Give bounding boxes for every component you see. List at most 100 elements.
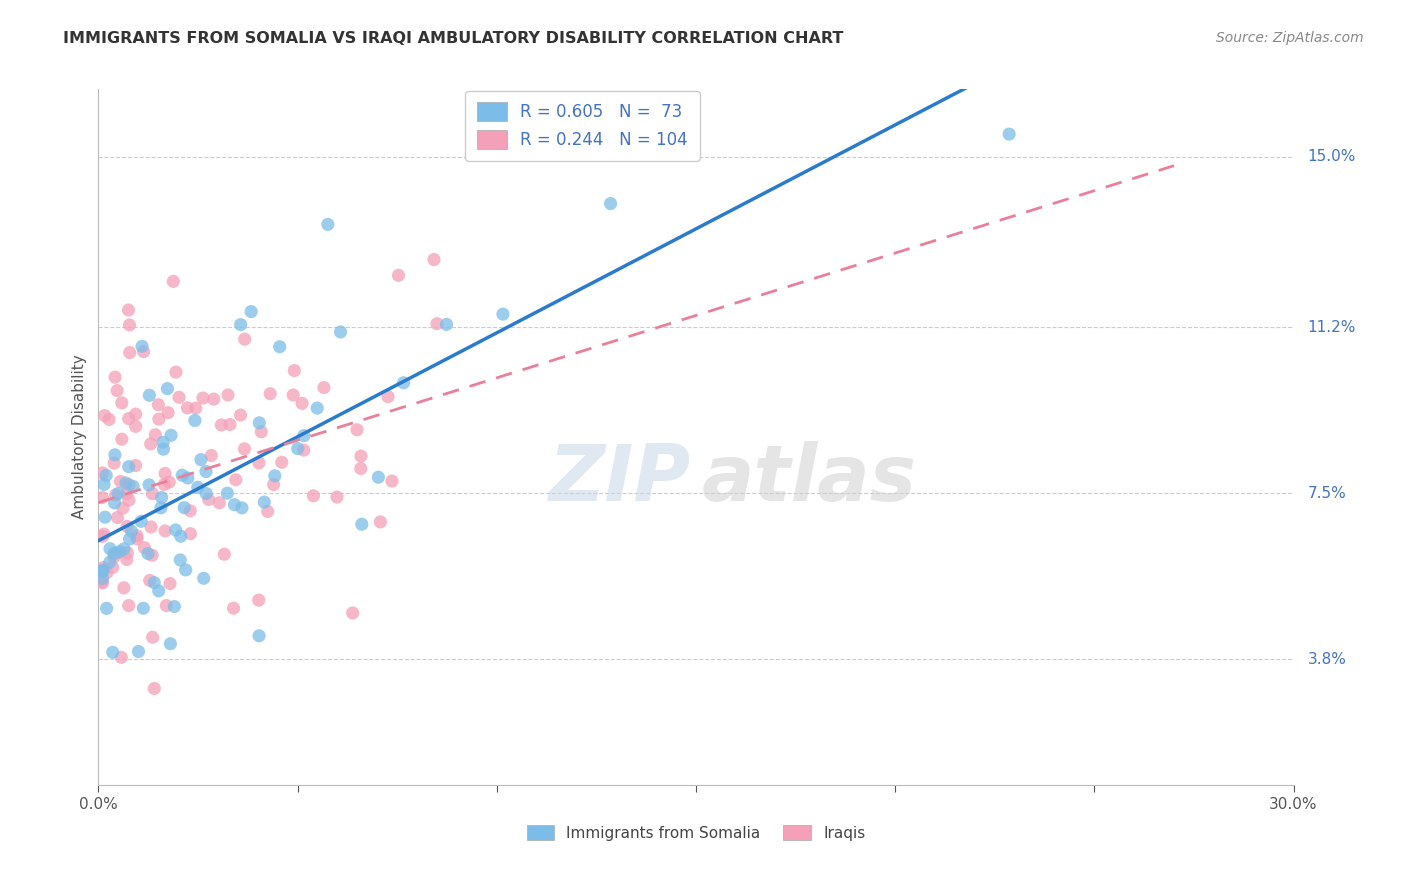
Point	[329, 325, 352, 339]
Point	[141, 549, 163, 563]
Point	[91, 574, 114, 589]
Point	[367, 470, 389, 484]
Point	[247, 456, 270, 470]
Point	[269, 340, 291, 354]
Point	[91, 563, 114, 577]
Point	[132, 601, 155, 615]
Point	[342, 606, 364, 620]
Point	[152, 442, 174, 457]
Point	[91, 564, 114, 578]
Point	[184, 401, 207, 416]
Point	[104, 370, 127, 384]
Point	[167, 390, 190, 404]
Point	[118, 599, 141, 613]
Point	[191, 391, 214, 405]
Legend: Immigrants from Somalia, Iraqis: Immigrants from Somalia, Iraqis	[520, 819, 872, 847]
Point	[112, 541, 135, 556]
Point	[120, 524, 142, 539]
Point	[118, 459, 141, 474]
Point	[153, 524, 176, 538]
Point	[152, 435, 174, 450]
Point	[224, 498, 246, 512]
Point	[138, 388, 160, 402]
Point	[148, 412, 170, 426]
Point	[492, 307, 515, 321]
Point	[283, 388, 305, 402]
Point	[118, 532, 141, 546]
Point	[148, 583, 170, 598]
Point	[115, 486, 138, 500]
Point	[93, 477, 115, 491]
Point	[93, 527, 115, 541]
Point	[259, 386, 281, 401]
Point	[125, 407, 148, 421]
Point	[162, 274, 184, 288]
Point	[998, 127, 1021, 141]
Point	[118, 318, 141, 332]
Point	[392, 376, 415, 390]
Point	[233, 442, 256, 456]
Point	[117, 546, 139, 560]
Point	[377, 390, 399, 404]
Point	[94, 510, 117, 524]
Point	[195, 465, 218, 479]
Point	[179, 504, 201, 518]
Point	[118, 477, 141, 491]
Point	[219, 417, 242, 432]
Point	[138, 574, 160, 588]
Text: ZIP: ZIP	[548, 441, 690, 516]
Point	[193, 571, 215, 585]
Point	[381, 474, 404, 488]
Point	[291, 396, 314, 410]
Point	[263, 477, 285, 491]
Point	[346, 423, 368, 437]
Point	[96, 601, 118, 615]
Point	[103, 456, 125, 470]
Text: 11.2%: 11.2%	[1308, 319, 1355, 334]
Point	[105, 546, 128, 560]
Point	[170, 529, 193, 543]
Point	[387, 268, 409, 283]
Point	[138, 478, 160, 492]
Point	[195, 486, 218, 500]
Point	[350, 517, 373, 532]
Point	[139, 520, 162, 534]
Point	[225, 473, 247, 487]
Point	[287, 442, 309, 456]
Point	[184, 413, 207, 427]
Point	[105, 384, 128, 398]
Point	[124, 458, 146, 473]
Point	[111, 396, 134, 410]
Point	[250, 425, 273, 439]
Point	[426, 317, 449, 331]
Point	[136, 547, 159, 561]
Point	[129, 514, 152, 528]
Point	[149, 500, 172, 515]
Point	[112, 581, 135, 595]
Point	[229, 318, 252, 332]
Point	[143, 427, 166, 442]
Point	[247, 416, 270, 430]
Point	[179, 526, 201, 541]
Point	[316, 218, 339, 232]
Point	[111, 501, 134, 516]
Point	[256, 504, 278, 518]
Point	[110, 650, 132, 665]
Point	[110, 475, 132, 489]
Point	[423, 252, 446, 267]
Point	[209, 417, 232, 432]
Point	[292, 428, 315, 442]
Point	[150, 491, 173, 505]
Point	[176, 401, 198, 415]
Point	[270, 455, 292, 469]
Point	[98, 555, 121, 569]
Point	[143, 575, 166, 590]
Y-axis label: Ambulatory Disability: Ambulatory Disability	[72, 355, 87, 519]
Point	[96, 566, 118, 580]
Point	[148, 398, 170, 412]
Point	[118, 345, 141, 359]
Point	[115, 552, 138, 566]
Point	[153, 477, 176, 491]
Point	[307, 401, 329, 416]
Text: IMMIGRANTS FROM SOMALIA VS IRAQI AMBULATORY DISABILITY CORRELATION CHART: IMMIGRANTS FROM SOMALIA VS IRAQI AMBULAT…	[63, 31, 844, 46]
